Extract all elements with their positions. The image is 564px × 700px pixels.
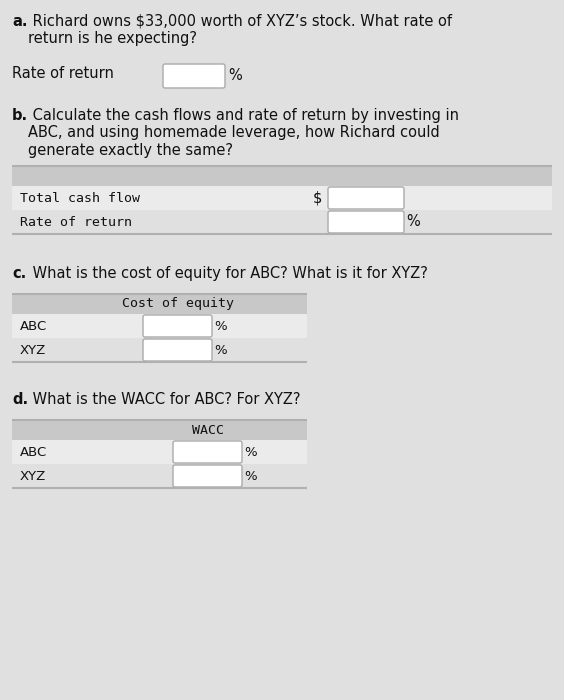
Text: %: % [406,214,420,230]
Text: b.: b. [12,108,28,123]
Text: %: % [244,470,257,482]
Text: %: % [214,319,227,332]
Text: a.: a. [12,14,28,29]
Bar [12,186,552,210]
FancyBboxPatch shape [328,211,404,233]
Text: c.: c. [12,266,27,281]
FancyBboxPatch shape [328,187,404,209]
Bar [12,440,307,464]
FancyBboxPatch shape [173,441,242,463]
Bar [12,314,307,338]
Text: What is the WACC for ABC? For XYZ?: What is the WACC for ABC? For XYZ? [28,392,301,407]
Text: Rate of return: Rate of return [20,216,132,228]
FancyBboxPatch shape [163,64,225,88]
Text: XYZ: XYZ [20,344,46,356]
Text: WACC: WACC [192,424,223,437]
Text: What is the cost of equity for ABC? What is it for XYZ?: What is the cost of equity for ABC? What… [28,266,428,281]
Text: Calculate the cash flows and rate of return by investing in
ABC, and using homem: Calculate the cash flows and rate of ret… [28,108,459,158]
Text: %: % [214,344,227,356]
Text: %: % [228,69,242,83]
Text: $: $ [312,190,322,206]
Bar [12,420,307,440]
Text: ABC: ABC [20,445,47,458]
Text: %: % [244,445,257,458]
Text: Cost of equity: Cost of equity [121,298,233,311]
Bar [12,294,307,314]
FancyBboxPatch shape [143,339,212,361]
Text: Richard owns $33,000 worth of XYZ’s stock. What rate of
return is he expecting?: Richard owns $33,000 worth of XYZ’s stoc… [28,14,452,46]
Bar [12,166,552,186]
Text: Total cash flow: Total cash flow [20,192,140,204]
Text: Rate of return: Rate of return [12,66,114,81]
Text: XYZ: XYZ [20,470,46,482]
Text: d.: d. [12,392,28,407]
FancyBboxPatch shape [143,315,212,337]
Bar [12,464,307,488]
Bar [12,210,552,234]
Bar [12,338,307,362]
Text: ABC: ABC [20,319,47,332]
FancyBboxPatch shape [173,465,242,487]
